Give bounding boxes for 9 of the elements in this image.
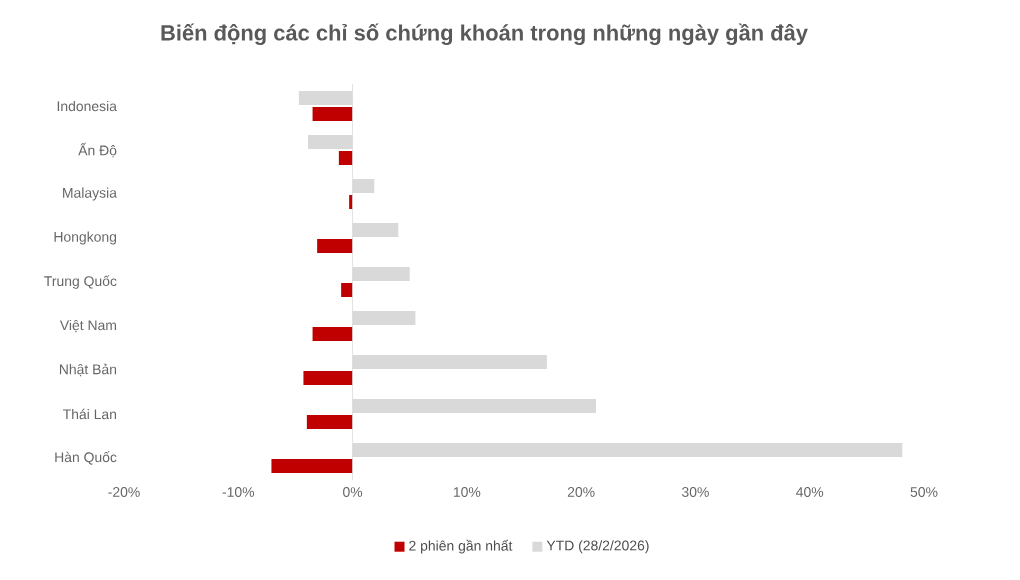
bar [306, 415, 353, 430]
bar [341, 283, 353, 298]
chart-title: Biến động các chỉ số chứng khoán trong những ngày gần đây [161, 23, 808, 46]
bar [312, 107, 353, 122]
bar [317, 239, 353, 254]
bar [338, 151, 353, 166]
bar [271, 459, 353, 474]
bar [303, 371, 353, 386]
bar [312, 327, 353, 342]
